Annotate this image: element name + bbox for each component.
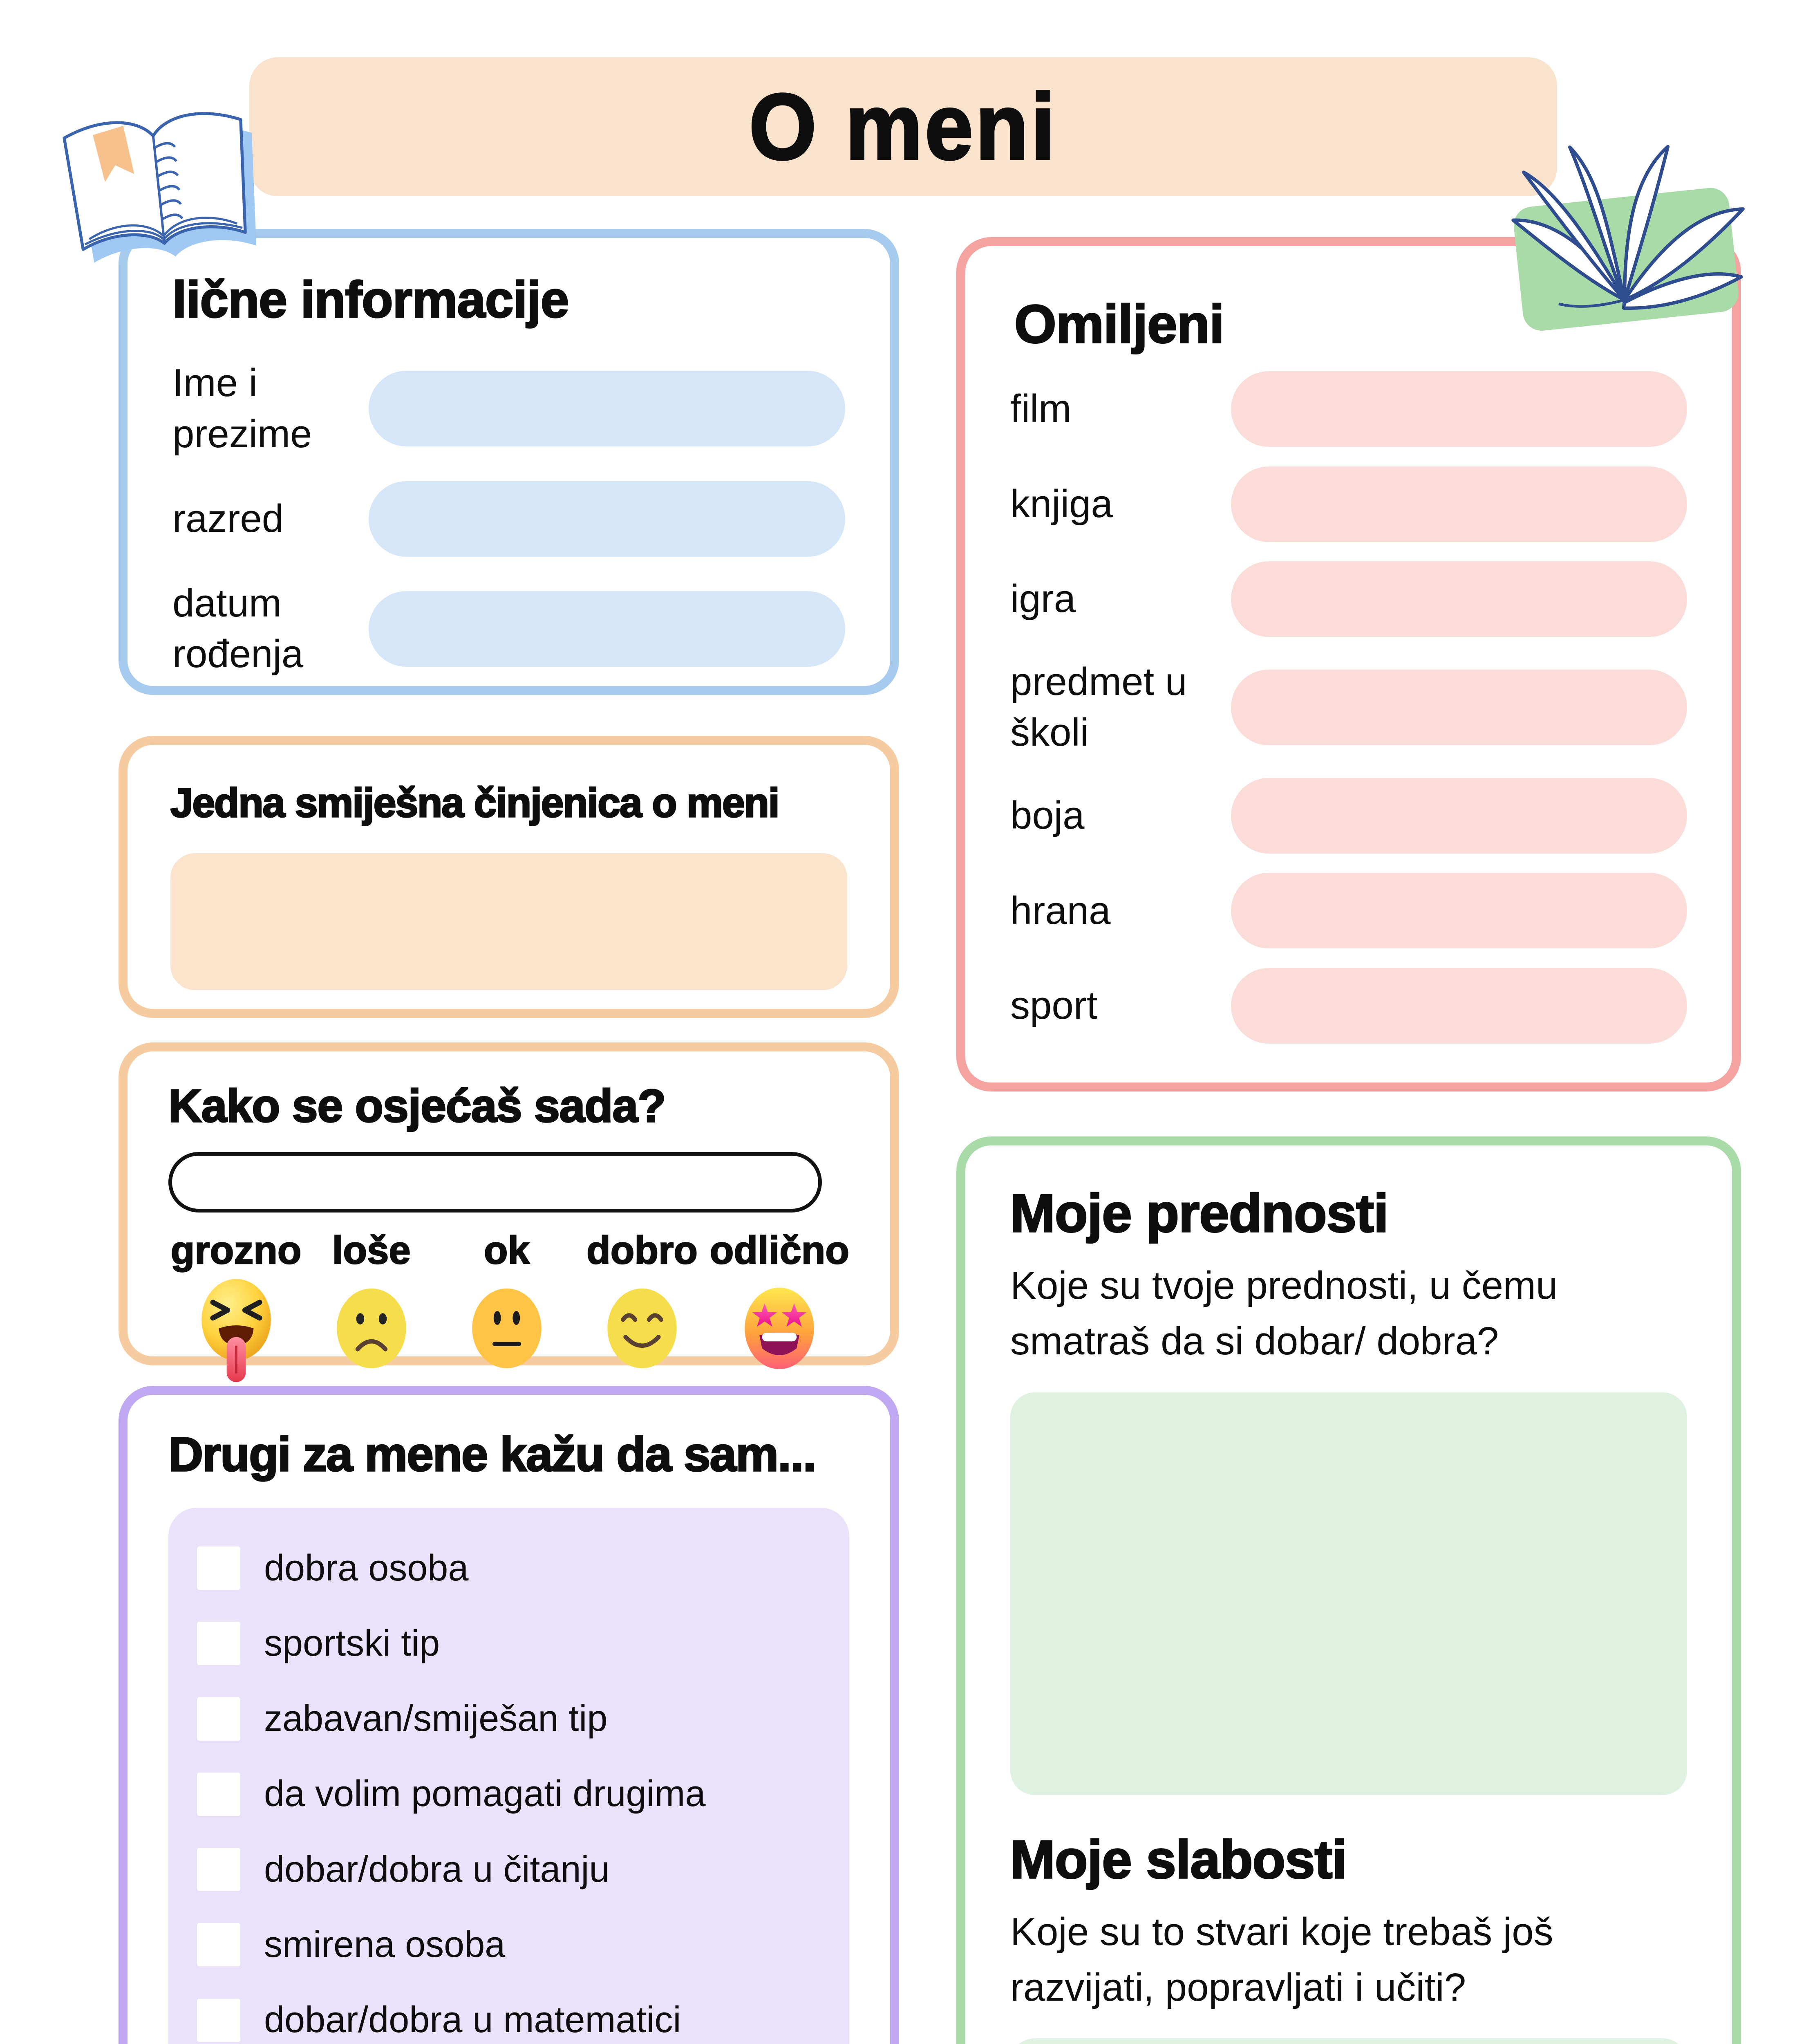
school-subject-input[interactable] (1231, 669, 1687, 745)
field-row: predmet u školi (1010, 657, 1687, 759)
weaknesses-title: Moje slabosti (1009, 1829, 1348, 1890)
feelings-title: Kako se osjećaš sada? (168, 1079, 667, 1132)
field-row: datum rođenja (172, 578, 845, 680)
strengths-weaknesses-section: Moje prednosti Koje su tvoje prednosti, … (956, 1136, 1741, 2044)
field-row: film (1010, 371, 1687, 447)
checkbox[interactable] (197, 1772, 240, 1816)
food-input[interactable] (1231, 873, 1687, 949)
checklist-item: sportski tip (197, 1622, 821, 1665)
checklist-label: dobar/dobra u matematici (264, 1999, 681, 2040)
checklist-item: dobra osoba (197, 1546, 821, 1590)
checklist-item: smirena osoba (197, 1923, 821, 1967)
checklist-label: smirena osoba (264, 1924, 506, 1965)
checkbox[interactable] (197, 1848, 240, 1891)
open-book-illustration-left (63, 112, 257, 263)
checklist-item: da volim pomagati drugima (197, 1772, 821, 1816)
fun-fact-title: Jedna smiješna činjenica o meni (170, 779, 780, 827)
book-input[interactable] (1231, 466, 1687, 542)
grade-input[interactable] (369, 481, 845, 557)
checklist-item: zabavan/smiješan tip (197, 1697, 821, 1741)
fun-fact-input[interactable] (170, 853, 847, 990)
film-input[interactable] (1231, 371, 1687, 447)
mood-label: loše (331, 1228, 411, 1273)
favorites-section: Omiljeni film knjiga igra predmet u škol… (956, 237, 1741, 1091)
field-row: boja (1010, 778, 1687, 854)
name-label: Ime i prezime (172, 361, 312, 456)
color-label: boja (1010, 793, 1085, 837)
birthdate-input[interactable] (369, 591, 845, 667)
weaknesses-question: Koje su to stvari koje trebaš još razvij… (1010, 1910, 1553, 2009)
strengths-input[interactable] (1010, 1392, 1687, 1795)
squinting-tongue-emoji (201, 1279, 271, 1382)
feeling-answer-input[interactable] (168, 1152, 822, 1213)
sport-label: sport (1010, 984, 1098, 1028)
field-row: sport (1010, 968, 1687, 1044)
film-label: film (1010, 387, 1072, 431)
checklist-item: dobar/dobra u matematici (197, 1998, 821, 2042)
checkbox[interactable] (197, 1923, 240, 1967)
mood-label: ok (483, 1228, 530, 1273)
birthdate-label: datum rođenja (172, 581, 304, 676)
fun-fact-section: Jedna smiješna činjenica o meni (119, 736, 899, 1018)
game-label: igra (1010, 577, 1076, 621)
game-input[interactable] (1231, 561, 1687, 637)
field-row: hrana (1010, 873, 1687, 949)
checklist-label: zabavan/smiješan tip (264, 1698, 608, 1739)
smiling-face-emoji (607, 1288, 677, 1368)
personal-info-section: lične informacije Ime i prezime razred d… (119, 229, 899, 695)
mood-label: grozno (170, 1228, 302, 1273)
food-label: hrana (1010, 888, 1111, 932)
mood-label: odlično (709, 1228, 850, 1273)
checklist-label: da volim pomagati drugima (264, 1773, 706, 1815)
personal-info-title: lične informacije (172, 271, 570, 329)
mood-option-dobro[interactable]: dobro (575, 1228, 710, 1389)
checklist-item: dobar/dobra u čitanju (197, 1848, 821, 1891)
mood-option-odlicno[interactable]: odlično (709, 1228, 850, 1389)
field-row: knjiga (1010, 466, 1687, 542)
feelings-section: Kako se osjećaš sada? grozno (119, 1042, 899, 1382)
book-label: knjiga (1010, 482, 1113, 526)
checkbox[interactable] (197, 1546, 240, 1590)
grade-label: razred (172, 496, 284, 540)
checkbox[interactable] (197, 1697, 240, 1741)
checkbox[interactable] (197, 1998, 240, 2042)
field-row: igra (1010, 561, 1687, 637)
color-input[interactable] (1231, 778, 1687, 854)
frowning-face-emoji (336, 1288, 406, 1368)
mood-scale: grozno (168, 1228, 850, 1389)
strengths-title: Moje prednosti (1009, 1182, 1389, 1244)
checklist-label: dobra osoba (264, 1547, 469, 1589)
weaknesses-input[interactable] (1010, 2038, 1687, 2044)
field-row: Ime i prezime (172, 358, 845, 460)
mood-option-ok[interactable]: ok (439, 1228, 574, 1389)
mood-option-grozno[interactable]: grozno (168, 1228, 304, 1389)
neutral-face-emoji (472, 1288, 542, 1368)
mood-label: dobro (586, 1228, 698, 1273)
title-banner: O meni (249, 57, 1557, 196)
star-struck-emoji (745, 1287, 815, 1369)
others-say-title: Drugi za mene kažu da sam... (168, 1427, 817, 1482)
page-title: O meni (748, 73, 1058, 180)
open-book-illustration-right (1511, 145, 1745, 331)
strengths-question: Koje su tvoje prednosti, u čemu smatraš … (1010, 1264, 1558, 1363)
school-subject-label: predmet u školi (1010, 659, 1187, 755)
favorites-title: Omiljeni (1014, 293, 1225, 355)
name-input[interactable] (369, 371, 845, 447)
checkbox[interactable] (197, 1622, 240, 1665)
sport-input[interactable] (1231, 968, 1687, 1044)
checklist-label: sportski tip (264, 1623, 440, 1664)
others-say-section: Drugi za mene kažu da sam... dobra osoba… (119, 1386, 899, 2044)
checklist-panel: dobra osoba sportski tip zabavan/smiješa… (168, 1508, 849, 2044)
checklist-label: dobar/dobra u čitanju (264, 1849, 610, 1890)
mood-option-lose[interactable]: loše (304, 1228, 439, 1389)
field-row: razred (172, 481, 845, 557)
